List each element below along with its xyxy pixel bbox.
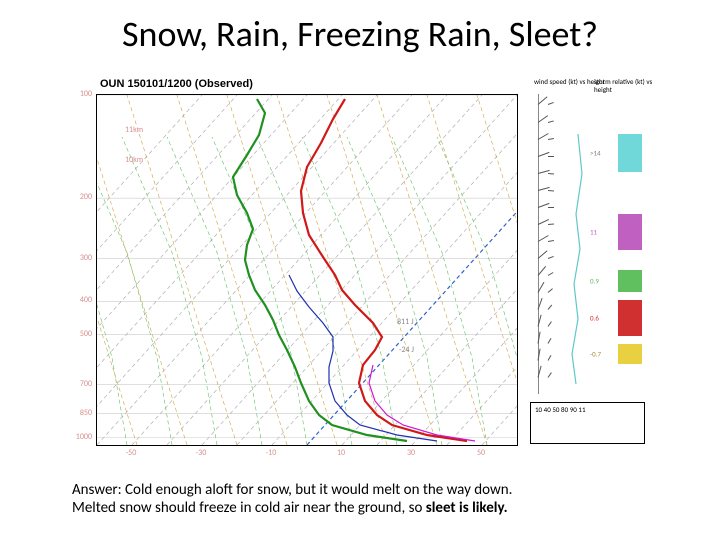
skewt-plot-area: 811 J -24 J 11km 10km — [96, 94, 518, 446]
legend-storm: storm relative (kt) vs height — [594, 78, 660, 93]
answer-text: Answer: Cold enough aloft for snow, but … — [72, 481, 648, 519]
colorbar-label: 0.6 — [590, 314, 599, 323]
colorbar-segment — [618, 300, 642, 336]
pressure-label: 500 — [80, 329, 92, 339]
skewt-chart-container: OUN 150101/1200 (Observed) wind speed (k… — [60, 78, 660, 468]
station-header: OUN 150101/1200 (Observed) — [100, 78, 253, 90]
pressure-label: 300 — [80, 253, 92, 263]
temp-label: -10 — [266, 448, 277, 458]
pressure-label: 1000 — [76, 432, 92, 442]
colorbar-segment — [618, 270, 642, 292]
pressure-label: 100 — [80, 89, 92, 99]
pressure-label: 700 — [80, 379, 92, 389]
answer-line1: Answer: Cold enough aloft for snow, but … — [72, 481, 512, 499]
skewt-svg — [97, 95, 517, 445]
height-label-11km: 11km — [125, 125, 143, 135]
colorbar-segment — [618, 214, 642, 250]
temperature-axis-labels: -50 -30 -10 10 30 50 — [96, 448, 516, 462]
answer-line2a: Melted snow should freeze in cold air ne… — [72, 499, 426, 517]
colorbar-label: -0.7 — [590, 350, 601, 359]
pressure-axis-labels: 1002003004005007008501000 — [60, 94, 94, 444]
pressure-label: 400 — [80, 295, 92, 305]
hodo-ticks: 10 40 50 80 90 11 — [535, 405, 586, 441]
answer-bold: sleet is likely. — [426, 499, 508, 517]
hodo-axis-box: 10 40 50 80 90 11 — [530, 402, 645, 444]
slide-title: Snow, Rain, Freezing Rain, Sleet? — [0, 12, 720, 56]
temp-label: -30 — [196, 448, 207, 458]
colorbar-segment — [618, 134, 642, 172]
temp-label: 30 — [407, 448, 415, 458]
colorbar-label: >14 — [590, 149, 601, 158]
cin-label: -24 J — [399, 345, 414, 355]
cape-label: 811 J — [397, 317, 414, 327]
height-label-10km: 10km — [125, 155, 143, 165]
pressure-label: 850 — [80, 408, 92, 418]
pressure-label: 200 — [80, 192, 92, 202]
colorbar-label: 0.9 — [590, 277, 599, 286]
temp-label: -50 — [126, 448, 137, 458]
hodograph-panel: >14 11 0.9 0.6 -0.7 10 40 50 80 90 11 — [530, 94, 645, 444]
temp-label: 50 — [477, 448, 485, 458]
slide: Snow, Rain, Freezing Rain, Sleet? OUN 15… — [0, 0, 720, 540]
temp-label: 10 — [337, 448, 345, 458]
colorbar-segment — [618, 344, 642, 364]
colorbar-label: 11 — [590, 228, 597, 237]
